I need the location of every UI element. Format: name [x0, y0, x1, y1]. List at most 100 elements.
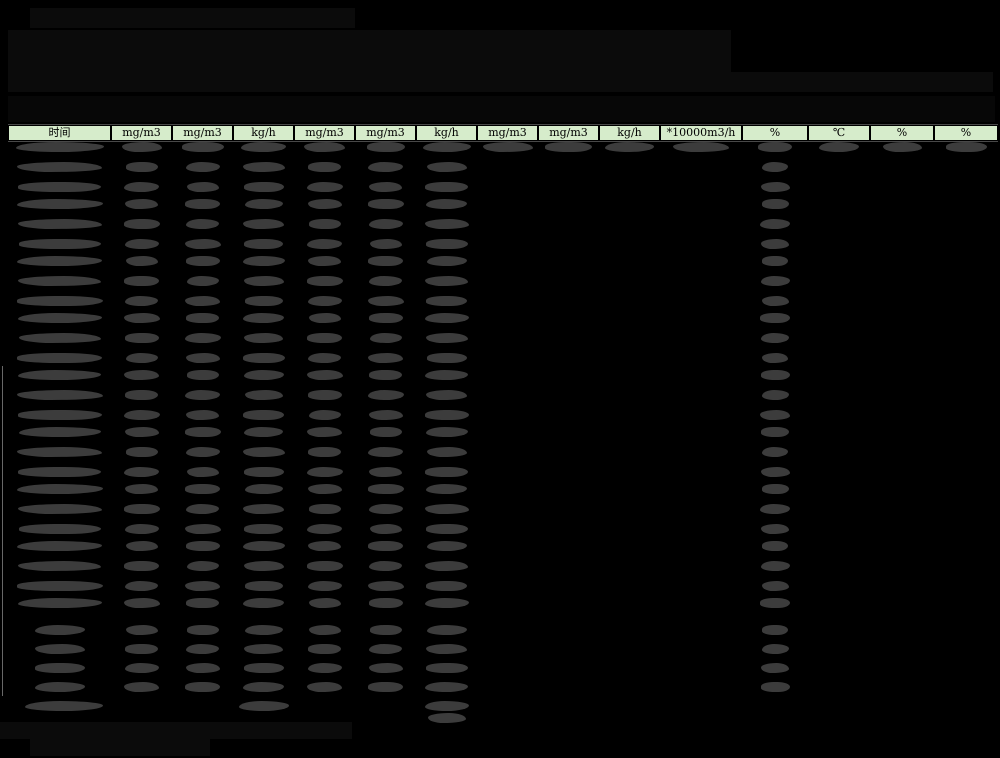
redacted-timestamp	[18, 370, 101, 380]
redacted-timestamp	[18, 276, 101, 286]
redacted-value	[762, 256, 788, 266]
redacted-value	[368, 313, 403, 323]
redacted-value	[369, 467, 402, 477]
redacted-value	[244, 581, 283, 591]
redacted-summary-value	[762, 625, 788, 635]
redacted-value	[186, 561, 219, 571]
redacted-value	[367, 390, 404, 400]
redacted-summary-value	[761, 663, 789, 673]
redacted-value	[244, 199, 283, 209]
redacted-summary-value	[761, 644, 789, 654]
redacted-value	[125, 353, 158, 363]
redacted-value	[244, 296, 283, 306]
redacted-value	[124, 561, 159, 571]
redacted-timestamp	[17, 353, 102, 363]
redacted-value	[368, 162, 403, 172]
redacted-value	[673, 142, 729, 152]
redacted-value	[425, 239, 468, 249]
redacted-value	[304, 142, 345, 152]
redacted-timestamp	[15, 142, 104, 152]
redacted-value	[760, 410, 790, 420]
redacted-summary-label	[34, 682, 85, 692]
header-cell-unit: %	[870, 125, 934, 141]
redacted-summary-value	[244, 625, 283, 635]
redacted-value	[760, 370, 790, 380]
redacted-value	[308, 541, 341, 551]
redacted-footer-block	[0, 722, 352, 739]
redacted-timestamp	[18, 561, 101, 571]
redacted-value	[424, 313, 469, 323]
redacted-value	[425, 370, 468, 380]
redacted-timestamp	[18, 524, 101, 534]
redacted-timestamp	[17, 598, 102, 608]
redacted-value	[425, 276, 468, 286]
header-cell-unit: mg/m3	[294, 125, 355, 141]
redacted-value	[125, 199, 158, 209]
redacted-value	[185, 296, 220, 306]
redacted-value	[185, 162, 220, 172]
redacted-summary-value	[185, 663, 220, 673]
redacted-summary-label	[34, 663, 85, 673]
redacted-value	[482, 142, 533, 152]
redacted-value	[186, 370, 219, 380]
redacted-value	[307, 484, 342, 494]
redacted-value	[426, 199, 467, 209]
redacted-value	[426, 581, 467, 591]
table-left-border	[2, 366, 3, 696]
redacted-value	[426, 484, 467, 494]
redacted-value	[184, 524, 221, 534]
redacted-value	[367, 199, 404, 209]
redacted-value	[241, 142, 286, 152]
redacted-value	[242, 353, 285, 363]
redacted-summary-value	[308, 644, 341, 654]
redacted-timestamp	[18, 467, 101, 477]
redacted-value	[185, 353, 220, 363]
redacted-value	[761, 239, 789, 249]
redacted-value	[308, 504, 341, 514]
redacted-value	[605, 142, 654, 152]
redacted-value	[185, 447, 220, 457]
redacted-value	[308, 162, 341, 172]
redacted-value	[426, 256, 467, 266]
redacted-value	[366, 142, 405, 152]
redacted-value	[243, 313, 284, 323]
redacted-summary-label	[34, 644, 85, 654]
header-cell-unit: kg/h	[599, 125, 660, 141]
redacted-value	[545, 142, 592, 152]
redacted-value	[186, 313, 219, 323]
redacted-timestamp	[16, 390, 103, 400]
redacted-value	[243, 561, 284, 571]
redacted-timestamp	[16, 581, 103, 591]
redacted-summary-value	[244, 644, 283, 654]
redacted-value	[307, 333, 342, 343]
redacted-value	[425, 524, 468, 534]
redacted-value	[124, 370, 159, 380]
redacted-value	[244, 427, 283, 437]
redacted-value	[185, 199, 220, 209]
redacted-value	[243, 467, 284, 477]
redacted-value	[761, 390, 789, 400]
redacted-value	[243, 504, 284, 514]
redacted-value	[424, 219, 469, 229]
redacted-value	[368, 598, 403, 608]
redacted-value	[308, 410, 341, 420]
redacted-value	[369, 333, 402, 343]
redacted-value	[425, 467, 468, 477]
redacted-value	[121, 142, 162, 152]
redacted-value	[426, 353, 467, 363]
redacted-summary-value	[760, 682, 790, 692]
redacted-value	[184, 427, 221, 437]
redacted-value	[184, 239, 221, 249]
redacted-value	[426, 296, 467, 306]
redacted-summary-value	[369, 625, 402, 635]
redacted-summary-value	[369, 644, 402, 654]
redacted-value	[124, 467, 159, 477]
redacted-value	[186, 219, 219, 229]
redacted-value	[761, 581, 789, 591]
redacted-value	[308, 447, 341, 457]
redacted-value	[422, 142, 471, 152]
redacted-value	[125, 162, 158, 172]
redacted-value	[882, 142, 922, 152]
redacted-value	[181, 142, 224, 152]
redacted-value	[185, 484, 220, 494]
